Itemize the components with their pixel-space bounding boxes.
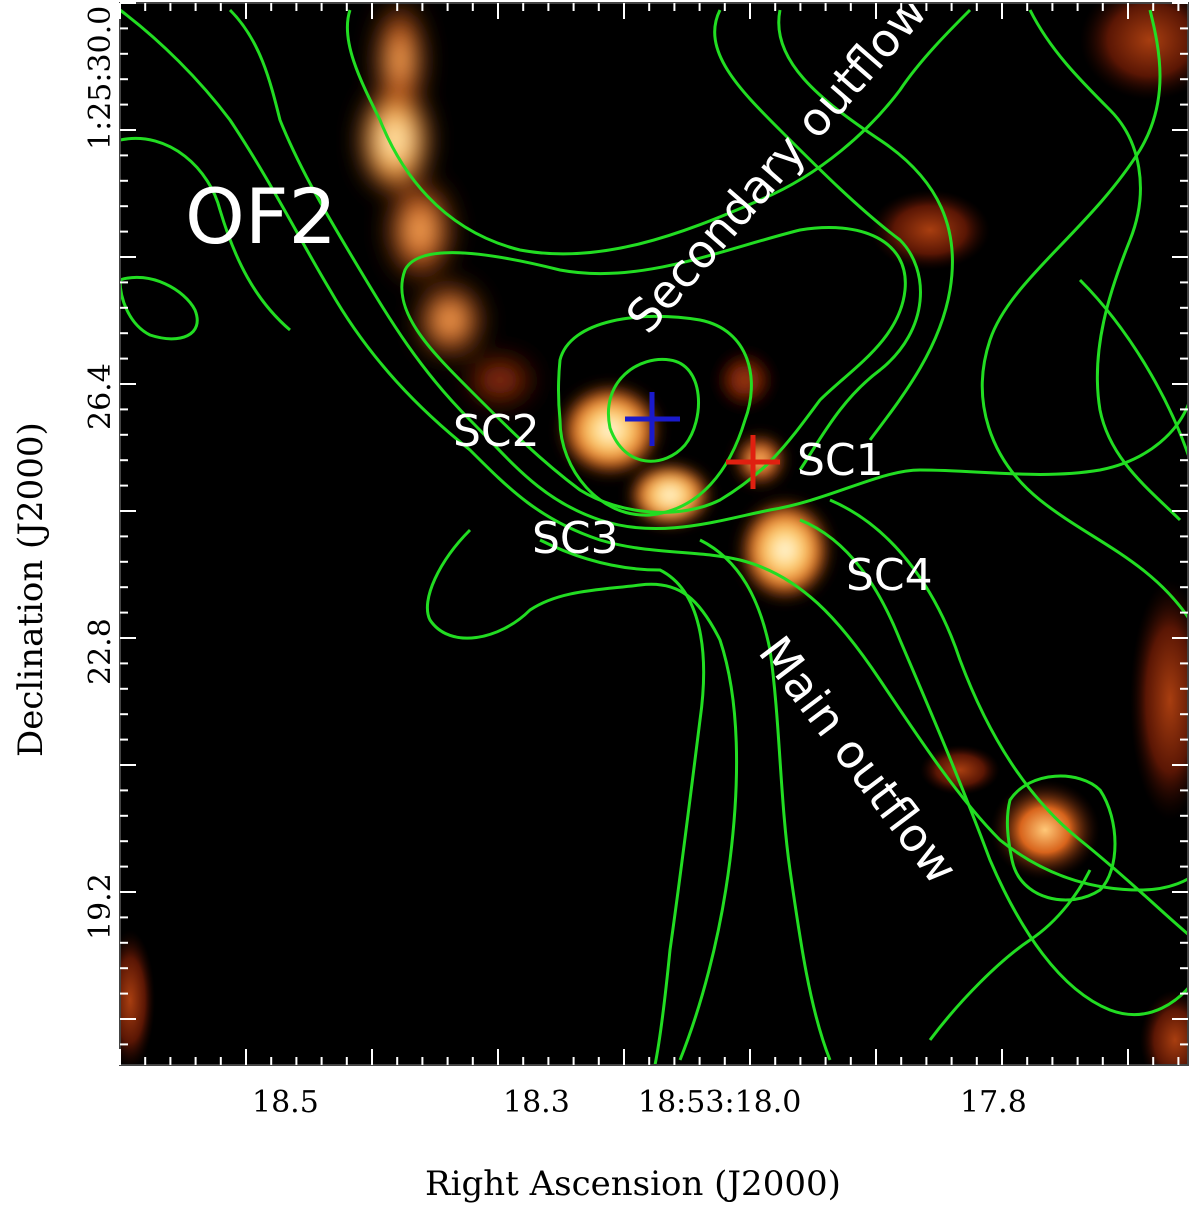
contour-line: [557, 314, 753, 517]
x-tick-label: 17.8: [960, 1085, 1027, 1120]
label-sc2: SC2: [453, 406, 540, 457]
contour-line: [345, 8, 972, 256]
contour-line: [539, 538, 706, 1065]
contour-line: [1028, 9, 1182, 522]
contour-line: [120, 275, 199, 341]
panel-label-of2: OF2: [185, 172, 337, 261]
contour-line: [400, 226, 907, 514]
contour-line: [607, 357, 700, 463]
emission-blob: [990, 780, 1100, 880]
emission-blob: [380, 170, 460, 290]
contour-line: [777, 9, 954, 441]
red-cross-marker: [726, 435, 780, 489]
plot-frame: [119, 2, 1189, 1066]
emission-blob: [735, 495, 835, 605]
contours: [120, 8, 1188, 1065]
label-sc1: SC1: [797, 435, 884, 486]
label-sc3: SC3: [532, 513, 619, 564]
contour-line: [699, 538, 832, 1061]
tick-marks: [119, 2, 1188, 1065]
x-tick-label: 18:53:18.0: [638, 1085, 801, 1120]
emission-blob: [1140, 990, 1188, 1065]
label-sc4: SC4: [846, 550, 933, 601]
emission-blob: [120, 930, 155, 1065]
y-axis-title: Declination (J2000): [11, 422, 51, 757]
contour-line: [829, 498, 1188, 937]
emission-blob: [920, 745, 1000, 795]
contour-line: [228, 8, 1188, 531]
emission-blob: [460, 350, 540, 410]
emission-blob: [870, 190, 990, 270]
image-background: [120, 3, 1188, 1065]
contour-line: [120, 137, 291, 332]
y-tick-label: 22.8: [83, 618, 118, 685]
contour-line: [1078, 278, 1188, 459]
y-tick-label: 1:25:30.0: [83, 6, 118, 150]
contour-line: [120, 8, 1188, 892]
image-panel: OF2 SC2 SC1 SC3 SC4 Secondary outflow Ma…: [120, 3, 1188, 1065]
emission-blob: [410, 275, 490, 365]
y-tick-label: 26.4: [83, 363, 118, 430]
contour-line: [1005, 774, 1117, 902]
x-tick-label: 18.5: [252, 1085, 319, 1120]
contour-line: [980, 9, 1188, 620]
emission-blob: [715, 350, 775, 410]
contour-line: [928, 869, 1092, 1041]
blue-cross-marker: [625, 392, 680, 446]
contour-line: [799, 518, 1188, 1016]
y-tick-label: 19.2: [83, 873, 118, 940]
contour-line: [713, 9, 922, 471]
x-tick-label: 18.3: [503, 1085, 570, 1120]
x-axis-title: Right Ascension (J2000): [425, 1164, 841, 1204]
emission-blob: [1130, 580, 1188, 820]
contour-line: [425, 528, 739, 1061]
